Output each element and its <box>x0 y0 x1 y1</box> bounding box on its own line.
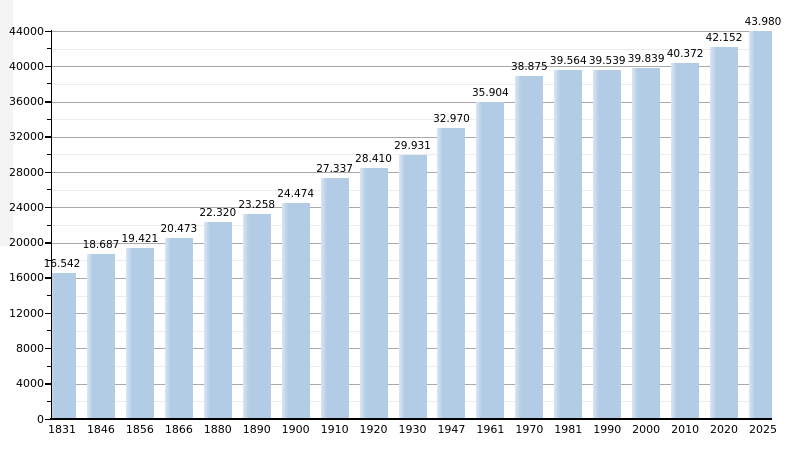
major-gridline <box>52 136 772 138</box>
major-gridline <box>52 101 772 103</box>
minor-gridline <box>52 83 772 85</box>
x-axis-tick-label-1990: 1990 <box>593 423 622 436</box>
bar-value-label-2025: 43.980 <box>744 16 782 29</box>
bar-1831 <box>52 273 76 419</box>
bar-1900 <box>281 203 310 419</box>
bar-1890 <box>242 213 271 419</box>
x-axis-tick-label-1981: 1981 <box>554 423 583 436</box>
x-axis-tick-label-1866: 1866 <box>164 423 193 436</box>
y-axis-line <box>50 30 52 420</box>
y-axis-tick-label: 8000 <box>16 341 44 355</box>
y-axis-tick-label: 0 <box>37 412 44 426</box>
x-axis-tick-label-1947: 1947 <box>437 423 466 436</box>
x-axis-tick-label-1846: 1846 <box>86 423 115 436</box>
bar-1947 <box>437 128 466 419</box>
minor-gridline <box>52 48 772 50</box>
bar-2025 <box>749 31 772 419</box>
minor-gridline <box>52 119 772 121</box>
x-axis-tick-label-2020: 2020 <box>710 423 739 436</box>
x-axis-tick-label-1831: 1831 <box>48 423 76 436</box>
y-axis-tick-label: 12000 <box>9 306 44 320</box>
bar-1920 <box>359 168 388 419</box>
bar-2020 <box>710 47 739 419</box>
plot-area <box>52 31 772 419</box>
major-gridline <box>52 66 772 68</box>
bar-1990 <box>593 70 622 419</box>
x-axis-tick-label-1880: 1880 <box>203 423 232 436</box>
x-axis-tick-label-1910: 1910 <box>320 423 349 436</box>
bar-1880 <box>203 222 232 419</box>
x-axis-tick-label-1920: 1920 <box>359 423 388 436</box>
bar-1910 <box>320 177 349 419</box>
minor-gridline <box>52 154 772 156</box>
x-axis-tick-label-1856: 1856 <box>125 423 154 436</box>
x-axis-tick-label-2000: 2000 <box>632 423 661 436</box>
bar-1970 <box>515 76 544 419</box>
bar-1866 <box>164 238 193 419</box>
bar-1930 <box>398 155 427 419</box>
x-axis-tick-label-1970: 1970 <box>515 423 544 436</box>
x-axis-line <box>50 418 772 420</box>
bars-layer <box>52 31 772 419</box>
x-axis-tick-label-1900: 1900 <box>281 423 310 436</box>
bar-2000 <box>632 67 661 419</box>
bar-2010 <box>671 62 700 419</box>
x-axis-tick-label-1890: 1890 <box>242 423 271 436</box>
bar-1856 <box>125 247 154 419</box>
bar-1981 <box>554 70 583 419</box>
x-axis-tick-label-1930: 1930 <box>398 423 427 436</box>
y-axis-tick-label: 4000 <box>16 377 44 391</box>
bar-1961 <box>476 102 505 419</box>
bar-1846 <box>86 254 115 419</box>
x-axis-tick-label-1961: 1961 <box>476 423 505 436</box>
major-gridline <box>52 31 772 32</box>
x-axis-tick-label-2025: 2025 <box>749 423 777 436</box>
x-axis-tick-label-2010: 2010 <box>671 423 700 436</box>
left-edge-shade <box>0 0 13 246</box>
y-axis-tick-label: 16000 <box>9 271 44 285</box>
